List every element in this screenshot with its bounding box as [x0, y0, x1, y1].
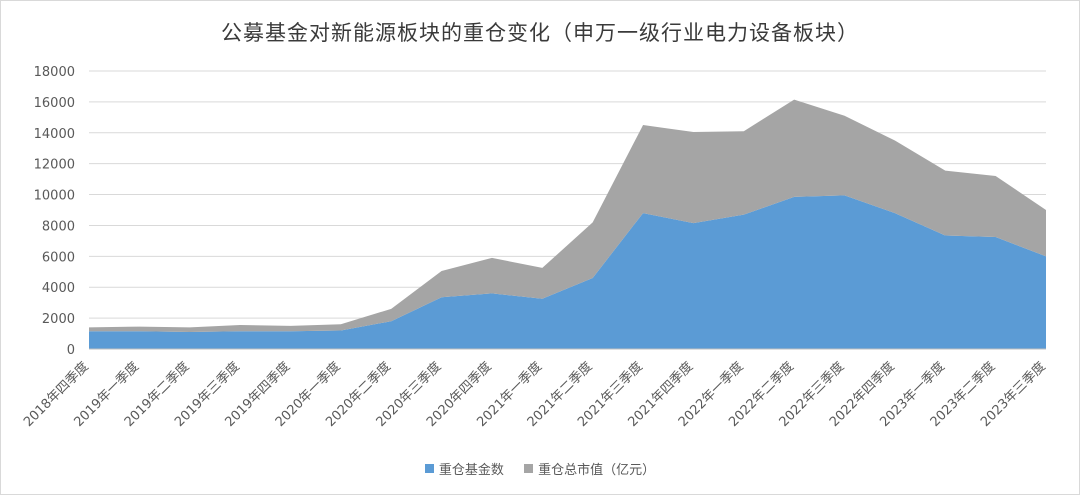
legend-item-market-value: 重仓总市值（亿元） — [524, 459, 655, 478]
area-series-0 — [89, 195, 1046, 349]
legend-label-fund-count: 重仓基金数 — [438, 463, 504, 478]
y-tick-label: 18000 — [34, 65, 75, 80]
y-tick-label: 2000 — [42, 312, 75, 327]
area-series-1 — [89, 99, 1046, 333]
legend-item-fund-count: 重仓基金数 — [424, 459, 504, 478]
y-tick-label: 14000 — [34, 127, 75, 142]
y-tick-label: 0 — [67, 343, 75, 358]
y-tick-label: 4000 — [42, 281, 75, 296]
legend-label-market-value: 重仓总市值（亿元） — [538, 463, 656, 478]
y-tick-label: 16000 — [34, 96, 75, 111]
legend-swatch-market-value — [524, 464, 534, 473]
y-tick-label: 8000 — [42, 219, 75, 234]
y-tick-label: 12000 — [34, 158, 75, 173]
y-tick-label: 10000 — [34, 189, 75, 204]
legend-swatch-fund-count — [424, 464, 434, 473]
chart-title: 公募基金对新能源板块的重仓变化（申万一级行业电力设备板块） — [221, 21, 859, 45]
chart-legend: 重仓基金数 重仓总市值（亿元） — [1, 459, 1079, 478]
y-tick-label: 6000 — [42, 250, 75, 265]
